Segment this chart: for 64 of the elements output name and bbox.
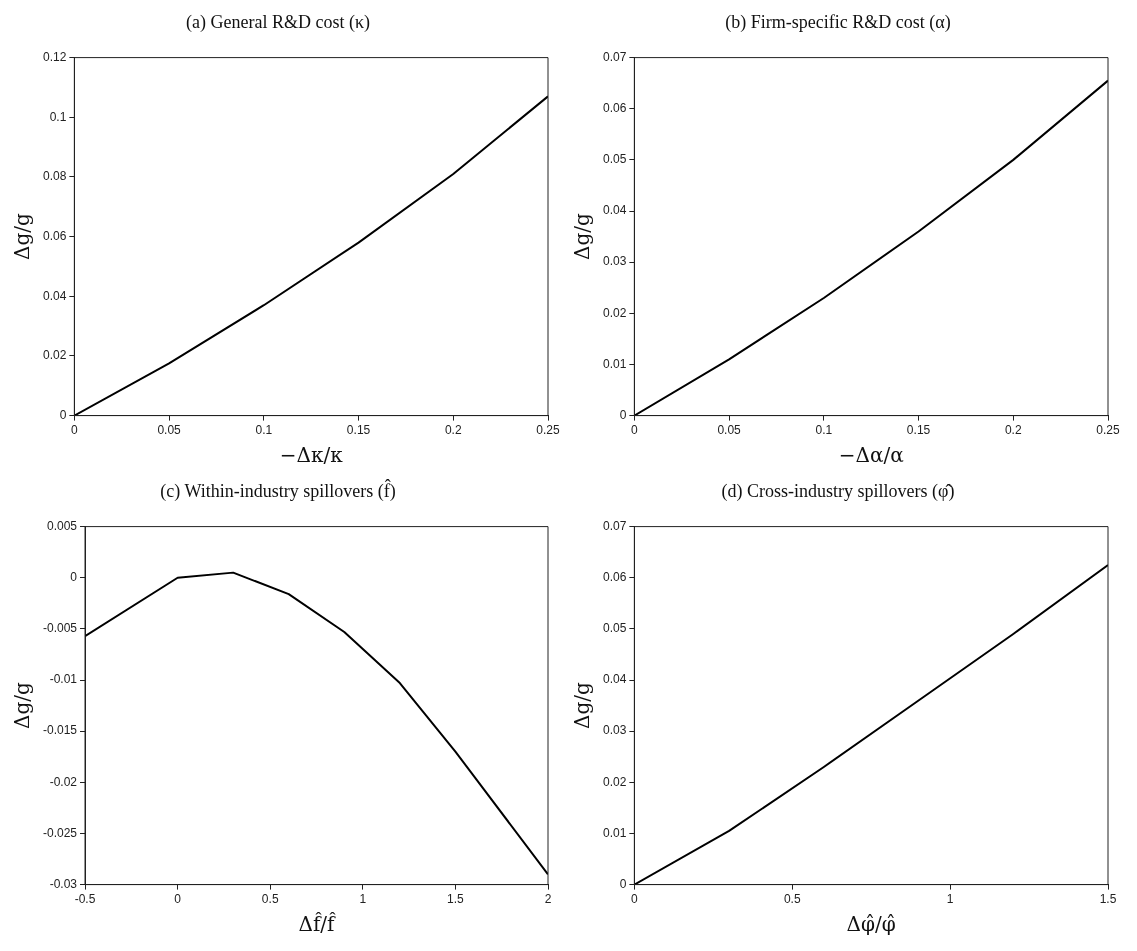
y-tick-label: -0.015 [42, 723, 78, 738]
x-tick-label: 0.5 [783, 892, 801, 907]
x-tick-label: 0.1 [255, 423, 273, 438]
x-axis-title: Δφ̂/φ̂ [846, 912, 896, 937]
x-tick-label: 0 [631, 892, 639, 907]
x-tick-label: 1 [946, 892, 954, 907]
x-tick-label: 0 [174, 892, 182, 907]
y-tick-label: 0.02 [603, 774, 627, 789]
y-tick-label: 0 [59, 407, 67, 422]
y-tick-label: 0.05 [603, 152, 627, 167]
x-tick-label: 1.5 [447, 892, 465, 907]
y-axis-title: Δg/g [570, 682, 595, 729]
y-tick-label: -0.03 [49, 876, 78, 891]
y-tick-label: 0.12 [43, 49, 67, 64]
x-tick-label: 1.5 [1099, 892, 1117, 907]
x-tick-label: -0.5 [74, 892, 96, 907]
x-axis-title: −Δκ/κ [279, 443, 344, 468]
y-tick-label: 0.08 [43, 169, 67, 184]
x-tick-label: 0.2 [1004, 423, 1022, 438]
y-tick-label: 0.01 [603, 356, 627, 371]
y-tick-label: 0.03 [603, 254, 627, 269]
y-tick-label: 0.06 [603, 101, 627, 116]
y-tick-label: 0.04 [43, 288, 67, 303]
x-axis-title: Δf̂/f̂ [298, 911, 337, 937]
x-tick-label: 1 [359, 892, 367, 907]
x-tick-label: 0.25 [536, 423, 560, 438]
y-tick-label: 0 [619, 876, 627, 891]
y-axis-title: Δg/g [10, 213, 35, 260]
y-tick-label: -0.025 [42, 825, 78, 840]
y-tick-label: 0.02 [603, 305, 627, 320]
x-tick-label: 0 [631, 423, 639, 438]
x-tick-label: 0.05 [157, 423, 182, 438]
y-tick-label: 0.01 [603, 825, 627, 840]
y-tick-label: 0.04 [603, 672, 627, 687]
x-tick-label: 0.25 [1096, 423, 1120, 438]
x-tick-label: 0.15 [346, 423, 371, 438]
y-tick-label: 0.005 [46, 518, 78, 533]
y-tick-label: 0.06 [43, 228, 67, 243]
chart-title: (c) Within-industry spillovers (f̂) [160, 479, 396, 502]
y-tick-label: 0 [619, 407, 627, 422]
y-tick-label: 0.06 [603, 570, 627, 585]
chart-title: (b) Firm-specific R&D cost (α) [725, 11, 951, 33]
y-tick-label: 0.1 [49, 109, 67, 124]
x-tick-label: 2 [544, 892, 552, 907]
y-tick-label: -0.005 [42, 621, 78, 636]
y-tick-label: 0.07 [603, 518, 627, 533]
chart-title: (a) General R&D cost (κ) [186, 11, 370, 33]
y-tick-label: -0.02 [49, 774, 78, 789]
y-tick-label: 0.03 [603, 723, 627, 738]
x-tick-label: 0.2 [444, 423, 462, 438]
chart-title: (d) Cross-industry spillovers (φ̂) [721, 480, 955, 502]
x-tick-label: 0.15 [906, 423, 931, 438]
y-tick-label: 0.07 [603, 49, 627, 64]
y-axis-title: Δg/g [570, 213, 595, 260]
y-tick-label: 0.02 [43, 348, 67, 363]
x-tick-label: 0.1 [815, 423, 833, 438]
y-tick-label: 0 [70, 570, 78, 585]
y-tick-label: 0.05 [603, 621, 627, 636]
y-tick-label: -0.01 [49, 672, 78, 687]
x-tick-label: 0.5 [261, 892, 279, 907]
x-axis-title: −Δα/α [838, 443, 904, 468]
y-tick-label: 0.04 [603, 203, 627, 218]
y-axis-title: Δg/g [10, 682, 35, 729]
x-tick-label: 0.05 [717, 423, 742, 438]
